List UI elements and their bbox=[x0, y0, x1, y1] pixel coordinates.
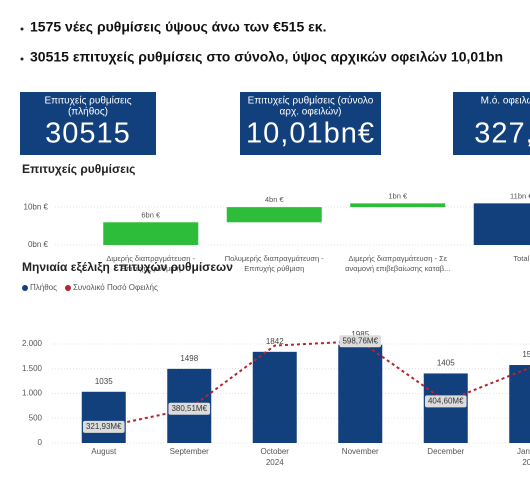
legend-label: Συνολικό Ποσό Οφειλής bbox=[73, 283, 158, 292]
kpi-card bbox=[453, 92, 530, 155]
waterfall-bar bbox=[103, 222, 199, 245]
x-tick-label: October bbox=[261, 447, 290, 456]
bullet-dot bbox=[20, 27, 24, 31]
x-tick-label: Διμερής διαπραγμάτευση - Σε bbox=[348, 254, 447, 263]
x-tick-label: Πολυμερής διαπραγμάτευση - bbox=[225, 254, 325, 263]
kpi-card bbox=[20, 92, 156, 155]
kpi-title: (πλήθος) bbox=[68, 106, 108, 118]
x-tick-label: September bbox=[170, 447, 209, 456]
line-data-label: 321,93M€ bbox=[86, 422, 122, 431]
y-tick-label: 500 bbox=[29, 413, 43, 422]
x-tick-label: Επιτυχής ρύθμιση bbox=[244, 264, 304, 273]
bar bbox=[423, 373, 468, 443]
kpi-value: 30515 bbox=[45, 118, 131, 150]
kpi-title: αρχ. οφειλών) bbox=[280, 106, 342, 118]
x-tick-label: November bbox=[342, 447, 379, 456]
x-tick-label: January bbox=[517, 447, 530, 456]
kpi-title: Επιτυχείς ρυθμίσεις (σύνολο bbox=[248, 95, 374, 107]
kpi-title: Επιτυχείς ρυθμίσεις bbox=[44, 95, 131, 107]
data-label: 4bn € bbox=[265, 195, 285, 204]
bar bbox=[81, 391, 126, 443]
x-group-label: 2025 bbox=[522, 458, 530, 467]
data-label: 1405 bbox=[437, 359, 455, 368]
legend-marker bbox=[22, 285, 28, 291]
data-label: 1498 bbox=[180, 354, 198, 363]
x-tick-label: December bbox=[427, 447, 464, 456]
x-group-label: 2024 bbox=[266, 458, 284, 467]
bullet-text: 1575 νέες ρυθμίσεις ύψους άνω των €515 ε… bbox=[30, 19, 326, 35]
kpi-title: Μ.ό. οφειλών ( bbox=[481, 95, 530, 107]
bar bbox=[509, 365, 530, 443]
chart-title: Επιτυχείς ρυθμίσεις bbox=[22, 162, 135, 176]
legend-label: Πλήθος bbox=[30, 283, 57, 292]
chart-title: Μηνιαία εξέλιξη επιτυχών ρυθμίσεων bbox=[22, 260, 233, 274]
x-tick-label: Διμερής διαπραγμάτευση - bbox=[106, 254, 195, 263]
data-label: 1bn € bbox=[388, 191, 408, 200]
x-tick-label: αναμονή επιβεβαίωσης καταβ... bbox=[345, 264, 450, 273]
x-tick-label: Επιτυχής ρύθμιση bbox=[121, 264, 181, 273]
data-label: 1035 bbox=[95, 377, 113, 386]
bar bbox=[338, 344, 383, 443]
y-tick-label: 10bn € bbox=[24, 202, 49, 211]
data-label: 11bn € bbox=[510, 191, 530, 200]
line-label-box bbox=[424, 395, 467, 408]
waterfall-bar bbox=[350, 203, 446, 208]
line-data-label: 598,76M€ bbox=[342, 336, 378, 345]
x-tick-label: Total bbox=[513, 254, 529, 263]
kpi-value: 327,9 bbox=[474, 118, 530, 150]
y-tick-label: 0bn € bbox=[28, 240, 49, 249]
kpi-card bbox=[240, 92, 381, 155]
waterfall-bar bbox=[226, 207, 322, 223]
kpi-value: 10,01bn€ bbox=[246, 118, 375, 150]
line-label-box bbox=[82, 420, 125, 433]
y-tick-label: 0 bbox=[38, 438, 43, 447]
data-label: 1842 bbox=[266, 337, 284, 346]
y-tick-label: 1.000 bbox=[22, 389, 43, 398]
x-tick-label: August bbox=[91, 447, 117, 456]
line-label-box bbox=[339, 335, 382, 348]
waterfall-bar bbox=[473, 203, 530, 245]
line-data-label: 404,60M€ bbox=[428, 396, 464, 405]
bullet-dot bbox=[20, 57, 24, 61]
data-label: 1985 bbox=[351, 330, 369, 339]
y-tick-label: 1.500 bbox=[22, 364, 43, 373]
line-label-box bbox=[168, 402, 211, 415]
bullet-text: 30515 επιτυχείς ρυθμίσεις στο σύνολο, ύψ… bbox=[30, 49, 503, 65]
line-data-label: 380,51M€ bbox=[171, 404, 207, 413]
legend-marker bbox=[64, 285, 71, 291]
bar bbox=[252, 351, 297, 443]
data-label: 1575 bbox=[522, 350, 530, 359]
y-tick-label: 2.000 bbox=[22, 339, 43, 348]
data-label: 6bn € bbox=[141, 210, 161, 219]
